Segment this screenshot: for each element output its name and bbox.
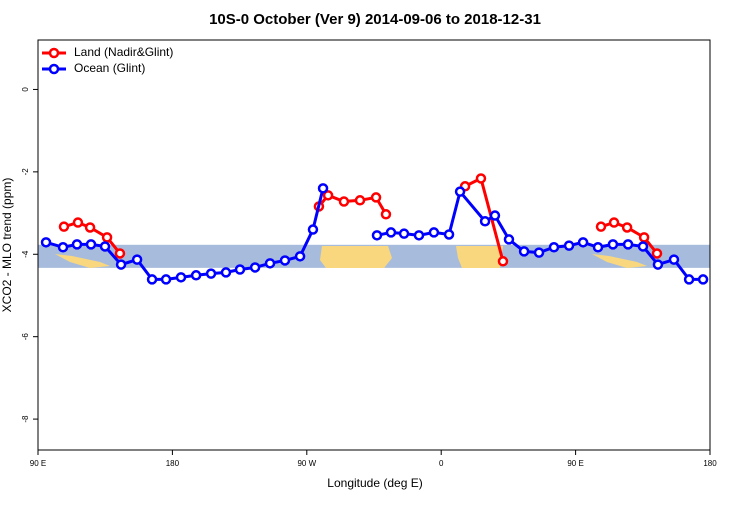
point (533, 247, 545, 258)
point (58, 221, 70, 232)
point (101, 232, 113, 243)
point (489, 210, 501, 221)
point (668, 254, 680, 265)
point (608, 217, 620, 228)
point (220, 267, 232, 278)
x-axis-label: Longitude (deg E) (327, 476, 422, 490)
x-tick-label: 0 (439, 459, 444, 468)
point (294, 251, 306, 262)
y-axis-label: XCO2 - MLO trend (ppm) (0, 178, 14, 313)
x-tick-label: 90 W (297, 459, 316, 468)
point (651, 248, 663, 259)
point (40, 237, 52, 248)
y-tick-label: -8 (21, 415, 30, 423)
legend-label: Ocean (Glint) (74, 61, 145, 75)
point (114, 248, 126, 259)
point (413, 230, 425, 241)
land-shapes (55, 246, 647, 268)
point (683, 274, 695, 285)
point (279, 255, 291, 266)
legend-marker (48, 63, 60, 75)
point (146, 274, 158, 285)
point (518, 246, 530, 257)
point (443, 229, 455, 240)
point (428, 227, 440, 238)
y-tick-label: -6 (21, 333, 30, 341)
point (322, 190, 334, 201)
point (563, 240, 575, 251)
point (479, 216, 491, 227)
point (454, 186, 466, 197)
point (338, 196, 350, 207)
point (503, 234, 515, 245)
point (607, 239, 619, 250)
y-tick-label: -4 (21, 250, 30, 258)
point (621, 222, 633, 233)
point (175, 272, 187, 283)
point (234, 264, 246, 275)
x-tick-label: 180 (166, 459, 180, 468)
point (85, 239, 97, 250)
point (385, 227, 397, 238)
point (317, 183, 329, 194)
point (115, 259, 127, 270)
point (354, 195, 366, 206)
y-tick-label: -2 (21, 168, 30, 176)
point (99, 241, 111, 252)
point (592, 242, 604, 253)
point (497, 256, 509, 267)
point (380, 209, 392, 220)
legend-marker (48, 47, 60, 59)
y-tick-label: 0 (21, 87, 30, 92)
point (205, 268, 217, 279)
legend-label: Land (Nadir&Glint) (74, 45, 173, 59)
chart-title: 10S-0 October (Ver 9) 2014-09-06 to 2018… (209, 11, 541, 28)
point (652, 259, 664, 270)
series-layer: Land (Nadir&Glint) Ocean (Glint) (40, 45, 709, 285)
point (398, 228, 410, 239)
point (697, 274, 709, 285)
point (577, 237, 589, 248)
point (72, 217, 84, 228)
x-tick-label: 90 E (567, 459, 583, 468)
point (264, 258, 276, 269)
point (190, 270, 202, 281)
point (622, 239, 634, 250)
point (131, 254, 143, 265)
point (307, 224, 319, 235)
x-tick-label: 180 (703, 459, 717, 468)
point (371, 230, 383, 241)
point (548, 242, 560, 253)
point (475, 173, 487, 184)
point (84, 222, 96, 233)
point (637, 241, 649, 252)
point (57, 242, 69, 253)
point (160, 274, 172, 285)
plot-frame (37, 39, 711, 451)
point (71, 239, 83, 250)
point (249, 262, 261, 273)
x-tick-label: 90 E (30, 459, 46, 468)
point (370, 192, 382, 203)
point (595, 221, 607, 232)
point (638, 232, 650, 243)
